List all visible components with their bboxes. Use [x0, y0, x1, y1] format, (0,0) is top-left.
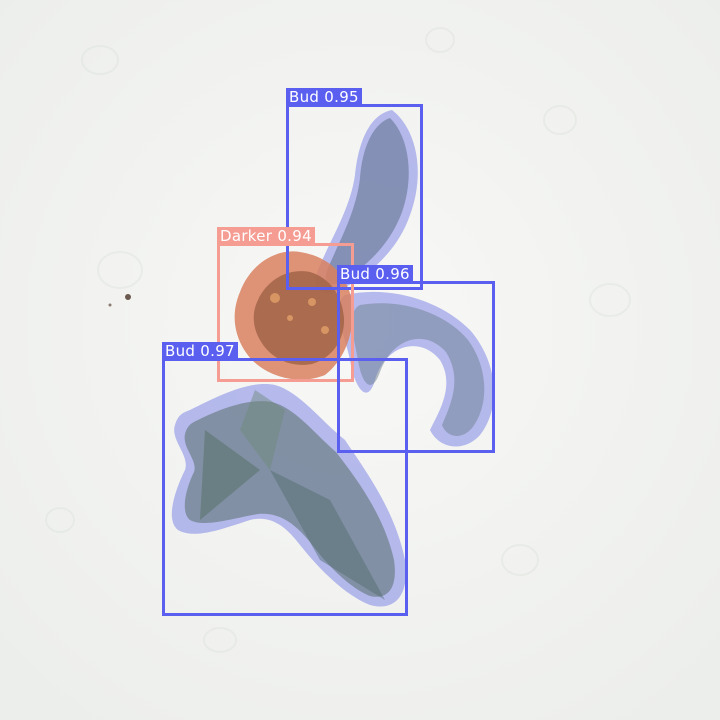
leaf: [270, 470, 385, 600]
leaf: [200, 430, 260, 520]
detection-label-darker: Darker 0.94: [217, 227, 315, 245]
dust-speck: [125, 294, 131, 300]
dust-speck: [108, 303, 112, 307]
detection-label-bud-right: Bud 0.96: [337, 265, 413, 283]
stem: [240, 390, 285, 470]
detection-box-bud-lower: [162, 358, 408, 616]
bud-right: [352, 303, 485, 436]
detection-box-bud-right: [337, 281, 495, 453]
bud-lower: [184, 401, 395, 597]
bud-upper: [325, 118, 409, 285]
paper-texture: [45, 27, 631, 653]
darker-spots: [270, 293, 329, 334]
detection-label-bud-upper: Bud 0.95: [286, 88, 362, 106]
detection-label-bud-lower: Bud 0.97: [162, 342, 238, 360]
